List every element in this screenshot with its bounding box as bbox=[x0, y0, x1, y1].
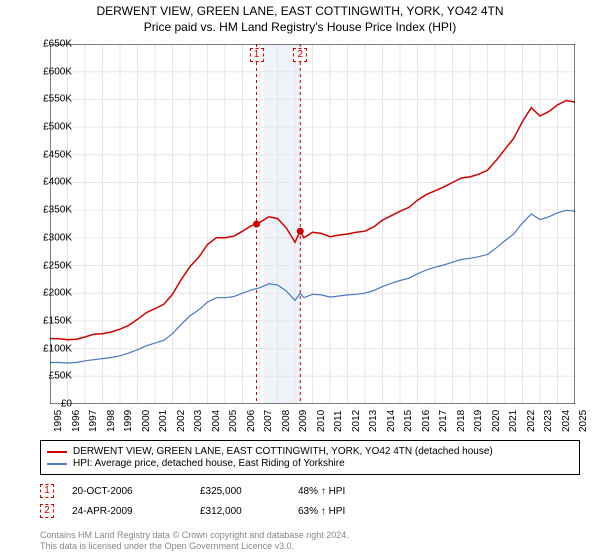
x-tick-label: 1995 bbox=[53, 410, 64, 432]
legend-row-hpi: HPI: Average price, detached house, East… bbox=[47, 458, 573, 469]
x-tick-label: 2007 bbox=[263, 410, 274, 432]
sale-row-2: 2 24-APR-2009 £312,000 63% ↑ HPI bbox=[40, 504, 580, 518]
legend-swatch-hpi bbox=[47, 463, 67, 465]
line-chart-svg bbox=[50, 44, 575, 404]
x-tick-label: 2020 bbox=[491, 410, 502, 432]
x-tick-label: 2001 bbox=[158, 410, 169, 432]
x-tick-label: 2023 bbox=[543, 410, 554, 432]
x-tick-label: 2017 bbox=[438, 410, 449, 432]
sale-price-1: £325,000 bbox=[200, 486, 280, 497]
chart-area bbox=[50, 44, 575, 404]
x-tick-label: 2012 bbox=[351, 410, 362, 432]
legend-panel: DERWENT VIEW, GREEN LANE, EAST COTTINGWI… bbox=[40, 440, 580, 475]
y-tick-label: £0 bbox=[22, 399, 72, 410]
x-tick-label: 2002 bbox=[176, 410, 187, 432]
sale-row-1: 1 20-OCT-2006 £325,000 48% ↑ HPI bbox=[40, 484, 580, 498]
legend-swatch-property bbox=[47, 451, 67, 453]
x-tick-label: 1997 bbox=[88, 410, 99, 432]
x-tick-label: 2022 bbox=[526, 410, 537, 432]
x-tick-label: 2025 bbox=[578, 410, 589, 432]
y-tick-label: £500K bbox=[22, 122, 72, 133]
x-tick-label: 2018 bbox=[456, 410, 467, 432]
footer-attribution: Contains HM Land Registry data © Crown c… bbox=[40, 530, 580, 552]
x-tick-label: 2006 bbox=[246, 410, 257, 432]
sale-date-2: 24-APR-2009 bbox=[72, 506, 182, 517]
x-tick-label: 2013 bbox=[368, 410, 379, 432]
x-tick-label: 2004 bbox=[211, 410, 222, 432]
sale-pct-2: 63% ↑ HPI bbox=[298, 506, 345, 517]
x-tick-label: 1998 bbox=[106, 410, 117, 432]
x-tick-label: 2005 bbox=[228, 410, 239, 432]
x-tick-label: 2016 bbox=[421, 410, 432, 432]
x-tick-label: 2015 bbox=[403, 410, 414, 432]
sale-price-2: £312,000 bbox=[200, 506, 280, 517]
sale-marker-1: 1 bbox=[40, 484, 54, 498]
x-tick-label: 2021 bbox=[508, 410, 519, 432]
x-tick-label: 2024 bbox=[561, 410, 572, 432]
y-tick-label: £50K bbox=[22, 371, 72, 382]
x-tick-label: 2003 bbox=[193, 410, 204, 432]
y-tick-label: £150K bbox=[22, 315, 72, 326]
footer-line-2: This data is licensed under the Open Gov… bbox=[40, 541, 580, 552]
title-line-1: DERWENT VIEW, GREEN LANE, EAST COTTINGWI… bbox=[0, 4, 600, 18]
y-tick-label: £600K bbox=[22, 66, 72, 77]
x-tick-label: 2008 bbox=[281, 410, 292, 432]
x-tick-label: 1999 bbox=[123, 410, 134, 432]
x-tick-label: 2011 bbox=[333, 410, 344, 432]
y-tick-label: £200K bbox=[22, 288, 72, 299]
footer-line-1: Contains HM Land Registry data © Crown c… bbox=[40, 530, 580, 541]
legend-label-property: DERWENT VIEW, GREEN LANE, EAST COTTINGWI… bbox=[73, 446, 493, 457]
legend-row-property: DERWENT VIEW, GREEN LANE, EAST COTTINGWI… bbox=[47, 446, 573, 457]
sale-pct-1: 48% ↑ HPI bbox=[298, 486, 345, 497]
legend-label-hpi: HPI: Average price, detached house, East… bbox=[73, 458, 345, 469]
y-tick-label: £550K bbox=[22, 94, 72, 105]
y-tick-label: £450K bbox=[22, 149, 72, 160]
x-tick-label: 2010 bbox=[316, 410, 327, 432]
x-tick-label: 2014 bbox=[386, 410, 397, 432]
sale-date-1: 20-OCT-2006 bbox=[72, 486, 182, 497]
y-tick-label: £250K bbox=[22, 260, 72, 271]
y-tick-label: £300K bbox=[22, 232, 72, 243]
y-tick-label: £400K bbox=[22, 177, 72, 188]
chart-container: DERWENT VIEW, GREEN LANE, EAST COTTINGWI… bbox=[0, 0, 600, 560]
y-tick-label: £650K bbox=[22, 39, 72, 50]
sale-marker-box: 2 bbox=[293, 48, 307, 62]
x-tick-label: 2009 bbox=[298, 410, 309, 432]
title-block: DERWENT VIEW, GREEN LANE, EAST COTTINGWI… bbox=[0, 0, 600, 36]
x-tick-label: 2000 bbox=[141, 410, 152, 432]
x-tick-label: 1996 bbox=[71, 410, 82, 432]
y-tick-label: £100K bbox=[22, 343, 72, 354]
title-line-2: Price paid vs. HM Land Registry's House … bbox=[0, 20, 600, 34]
y-tick-label: £350K bbox=[22, 205, 72, 216]
x-tick-label: 2019 bbox=[473, 410, 484, 432]
sale-marker-box: 1 bbox=[250, 48, 264, 62]
sale-marker-2: 2 bbox=[40, 504, 54, 518]
